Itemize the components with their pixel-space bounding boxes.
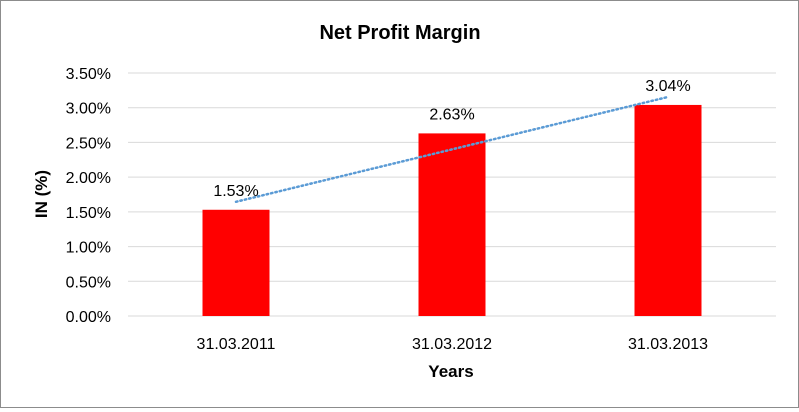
y-axis-title: IN (%) <box>32 170 51 218</box>
y-tick-label: 3.00% <box>66 101 111 118</box>
x-tick-label: 31.03.2012 <box>412 336 492 353</box>
data-label: 3.04% <box>645 78 690 95</box>
y-tick-label: 0.50% <box>66 274 111 291</box>
y-tick-label: 3.50% <box>66 66 111 83</box>
bars <box>202 104 702 317</box>
x-tick-label: 31.03.2011 <box>197 336 276 353</box>
trendline-group <box>234 95 670 204</box>
trendline <box>234 95 670 204</box>
x-tick-label: 31.03.2013 <box>628 336 708 353</box>
bar-31.03.2013 <box>634 104 702 317</box>
chart-title: Net Profit Margin <box>319 22 480 44</box>
x-axis-ticks: 31.03.2011 31.03.2012 31.03.2013 <box>197 336 709 353</box>
y-tick-label: 1.50% <box>66 205 111 222</box>
y-tick-label: 1.00% <box>66 240 111 257</box>
y-tick-label: 2.00% <box>66 170 111 187</box>
x-axis-title: Years <box>428 362 473 381</box>
data-label: 2.63% <box>429 106 474 123</box>
y-axis-ticks: 0.00% 0.50% 1.00% 1.50% 2.00% 2.50% 3.00% 3.50% <box>66 66 111 326</box>
data-labels: 1.53% 2.63% 3.04% <box>213 78 690 200</box>
data-label: 1.53% <box>213 183 258 200</box>
y-tick-label: 2.50% <box>66 135 111 152</box>
bar-31.03.2011 <box>202 209 270 316</box>
bar-31.03.2012 <box>418 133 486 316</box>
y-tick-label: 0.00% <box>66 309 111 326</box>
